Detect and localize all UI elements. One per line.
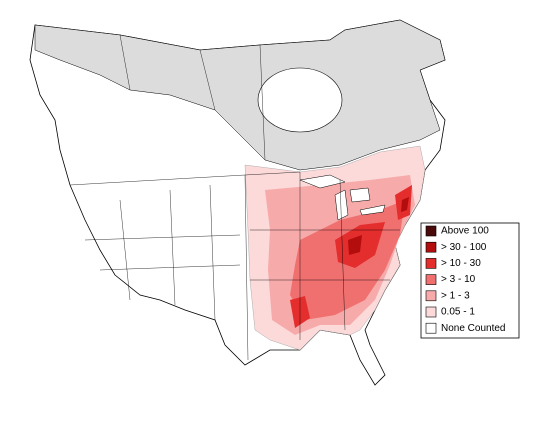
legend-swatch [425,306,437,318]
legend-swatch [425,290,437,302]
legend-label: None Counted [441,323,506,334]
legend-label: > 3 - 10 [441,274,476,285]
legend-box [420,222,520,339]
range-higher [290,185,412,328]
legend-swatch [425,241,437,253]
borders [69,34,400,361]
range-top [348,197,409,255]
legend-label: Above 100 [441,226,489,237]
legend-label: > 10 - 30 [441,258,481,269]
legend-swatch [425,274,437,285]
legend-swatch [425,322,437,334]
legend-swatch [425,258,437,269]
legend-label: > 1 - 3 [441,290,470,301]
great-lakes [299,174,386,221]
legend-label: 0.05 - 1 [441,307,475,318]
legend-swatch [425,225,437,237]
legend: Above 100 > 30 - 100 > 10 - 30 > 3 - 10 > 1 … [420,222,520,339]
legend-label: > 30 - 100 [441,242,487,253]
hudson-bay [257,67,343,133]
